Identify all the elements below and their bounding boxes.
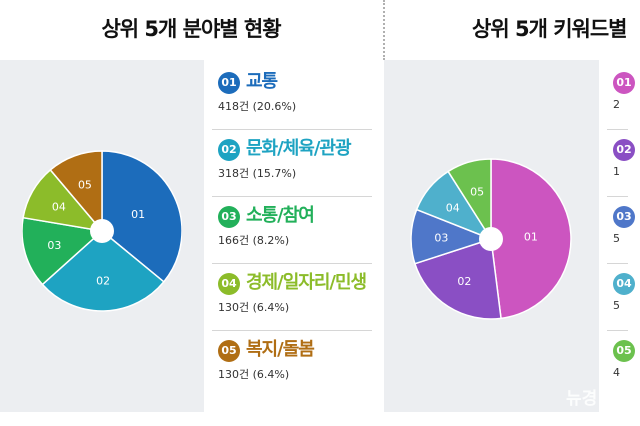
panel-divider [383, 0, 385, 60]
left-chart-title: 상위 5개 분야별 현황 [101, 17, 281, 41]
left-legend-item-04: 04 경제/일자리/민생 130건 (6.4%) [218, 267, 367, 331]
right-legend-item-03: 03기5 [613, 200, 635, 264]
left-legend-count: 130건 (6.4%) [218, 368, 290, 381]
right-chart-title: 상위 5개 키워드별 [472, 17, 627, 41]
left-legend-badge: 01 [218, 72, 240, 94]
right-slice-01 [490, 158, 572, 320]
left-slice-label-02: 02 [96, 275, 110, 288]
right-slice-label-01: 01 [524, 230, 538, 243]
right-legend-badge: 04 [613, 273, 635, 295]
left-legend-badge: 02 [218, 139, 240, 161]
right-slice-label-02: 02 [457, 275, 471, 288]
left-slice-03 [22, 216, 104, 286]
left-legend-count: 166건 (8.2%) [218, 234, 290, 247]
right-legend-separator [607, 129, 628, 130]
right-pie-hole [479, 227, 503, 251]
right-slice-05 [447, 158, 492, 242]
left-pie-chart: 01 02 03 04 05 [22, 150, 182, 312]
right-legend-badge: 03 [613, 206, 635, 228]
right-legend-separator [607, 330, 628, 331]
left-slice-05 [49, 150, 103, 234]
left-slice-label-01: 01 [131, 208, 145, 221]
right-legend-separator [607, 196, 628, 197]
left-slice-01 [101, 150, 182, 283]
right-legend-count: 4 [613, 366, 620, 379]
left-legend-badge: 03 [218, 206, 240, 228]
left-legend-label: 교통 [246, 71, 278, 92]
right-legend-item-01: 01다2 [613, 66, 635, 130]
right-legend: 01다2 02강1 03기5 04근5 05민4 [599, 60, 640, 412]
left-legend-label: 복지/돌봄 [246, 339, 315, 360]
left-legend-label: 문화/체육/관광 [246, 138, 352, 159]
left-legend-count: 318건 (15.7%) [218, 167, 297, 180]
left-legend-count: 130건 (6.4%) [218, 301, 290, 314]
left-slice-label-05: 05 [78, 178, 92, 191]
left-legend-badge: 05 [218, 340, 240, 362]
right-legend-count: 2 [613, 98, 620, 111]
right-legend-count: 5 [613, 232, 620, 245]
left-legend-count: 418건 (20.6%) [218, 100, 297, 113]
right-slice-label-04: 04 [446, 201, 460, 214]
right-legend-badge: 05 [613, 340, 635, 362]
left-legend-item-03: 03 소통/참여 166건 (8.2%) [218, 200, 315, 264]
left-legend-item-02: 02 문화/체육/관광 318건 (15.7%) [218, 133, 352, 197]
left-legend-label: 소통/참여 [246, 205, 315, 226]
left-legend-item-01: 01 교통 418건 (20.6%) [218, 66, 296, 130]
left-slice-label-04: 04 [52, 200, 66, 213]
right-legend-badge: 01 [613, 72, 635, 94]
left-legend-separator [212, 129, 372, 130]
watermark: 뉴경 [566, 389, 598, 409]
right-slice-label-05: 05 [470, 185, 484, 198]
right-legend-item-05: 05민4 [613, 334, 635, 398]
left-legend-separator [212, 196, 372, 197]
right-legend-badge: 02 [613, 139, 635, 161]
left-slice-label-03: 03 [47, 239, 61, 252]
right-legend-item-04: 04근5 [613, 267, 635, 331]
right-legend-count: 1 [613, 165, 620, 178]
right-pie-chart: 01 02 03 04 05 [410, 158, 572, 320]
left-legend-separator [212, 330, 372, 331]
left-legend-badge: 04 [218, 273, 240, 295]
left-slice-02 [41, 230, 165, 312]
right-legend-separator [607, 263, 628, 264]
right-legend-item-02: 02강1 [613, 133, 635, 197]
left-legend-label: 경제/일자리/민생 [246, 272, 367, 293]
left-legend-separator [212, 263, 372, 264]
left-pie-hole [90, 219, 114, 243]
left-legend-item-05: 05 복지/돌봄 130건 (6.4%) [218, 334, 315, 398]
right-slice-02 [413, 238, 502, 320]
right-slice-label-03: 03 [434, 231, 448, 244]
left-legend: 01 교통 418건 (20.6%) 02 문화/체육/관광 318건 (15.7%) 03… [204, 60, 384, 412]
right-legend-count: 5 [613, 299, 620, 312]
